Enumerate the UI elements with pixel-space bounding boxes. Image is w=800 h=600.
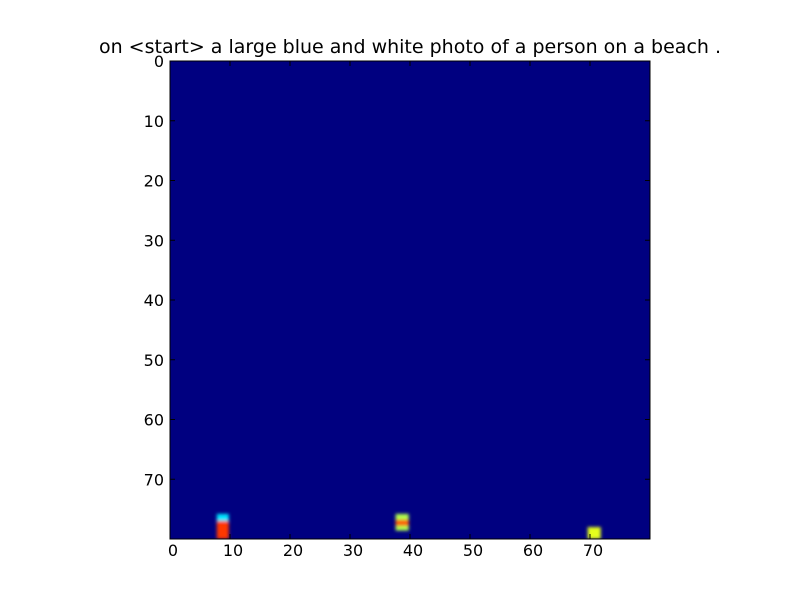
y-tick-label-5: 50 — [144, 351, 164, 370]
heatmap-hotspot-2 — [395, 513, 409, 520]
x-tick-label-3: 30 — [343, 541, 363, 560]
heatmap-background — [170, 61, 650, 539]
y-tick-label-0: 0 — [154, 52, 164, 71]
y-axis: 0 10 20 30 40 50 60 70 — [144, 52, 650, 489]
heatmap-hotspot-3 — [395, 519, 409, 526]
y-tick-label-3: 30 — [144, 231, 164, 250]
y-tick-label-4: 40 — [144, 291, 164, 310]
x-tick-label-6: 60 — [523, 541, 543, 560]
x-tick-label-4: 40 — [403, 541, 423, 560]
x-tick-label-5: 50 — [463, 541, 483, 560]
y-tick-label-7: 70 — [144, 470, 164, 489]
heatmap-hotspot-0 — [216, 513, 229, 525]
y-tick-label-1: 10 — [144, 112, 164, 131]
heatmap-hotspot-1 — [216, 521, 229, 539]
x-tick-label-0: 0 — [168, 541, 178, 560]
x-tick-label-1: 10 — [223, 541, 243, 560]
heatmap-hotspots — [216, 513, 601, 539]
heatmap-hotspot-4 — [395, 525, 409, 531]
chart-title: on <start> a large blue and white photo … — [99, 36, 721, 58]
x-tick-label-2: 20 — [283, 541, 303, 560]
x-tick-label-7: 70 — [583, 541, 603, 560]
y-tick-label-2: 20 — [144, 172, 164, 191]
heatmap-hotspot-5 — [587, 527, 601, 539]
x-axis: 0 10 20 30 40 50 60 70 — [168, 61, 603, 560]
y-tick-label-6: 60 — [144, 411, 164, 430]
